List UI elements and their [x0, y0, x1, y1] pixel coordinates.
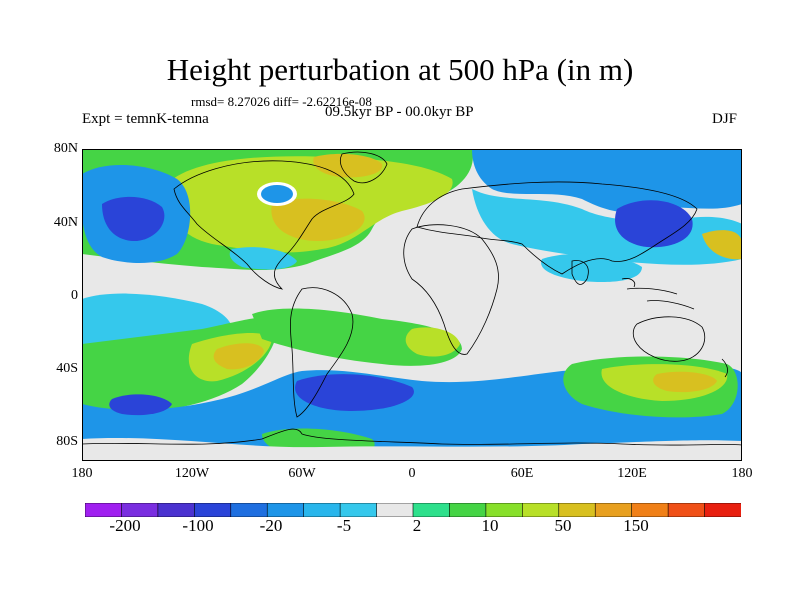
east-asia-blue-low [615, 200, 693, 248]
lon-label-180w: 180 [71, 466, 93, 481]
colorbar-label-50: 50 [554, 516, 572, 535]
south-indian-gold [653, 371, 717, 393]
eurasia-cyan-edge [472, 189, 742, 265]
colorbar-swatch [594, 503, 633, 517]
colorbar-swatch [376, 503, 414, 517]
colorbar-swatch [631, 503, 669, 517]
west-pacific-gold [702, 230, 742, 260]
lon-label-120e: 120E [617, 466, 647, 481]
period-text: 09.5kyr BP - 00.0kyr BP [325, 104, 474, 120]
colorbar-swatch [230, 503, 269, 517]
south-atlantic-yellowgreen [405, 327, 460, 357]
colorbar-swatch [667, 503, 706, 517]
pacific-blue-low [102, 196, 165, 242]
colorbar-swatch [303, 503, 341, 517]
lat-label-80n: 80N [53, 141, 78, 156]
rmsd-text: rmsd= 8.27026 diff= -2.62216e-08 [191, 94, 372, 109]
colorbar-label-neg200: -200 [109, 516, 141, 535]
lat-label-40n: 40N [53, 215, 78, 230]
experiment-label: Expt = temnK-temna [82, 111, 209, 127]
colorbar-label-neg100: -100 [182, 516, 214, 535]
colorbar-label-150: 150 [623, 516, 649, 535]
colorbar-swatch [339, 503, 378, 517]
south-pacific-gold [213, 343, 264, 370]
colorbar-swatch [522, 503, 560, 517]
nh-gold-blob-atlantic [271, 198, 365, 242]
coastlines [82, 151, 742, 446]
colorbar [85, 503, 741, 517]
indian-ocean-cyan [541, 253, 642, 283]
colorbar-swatch [194, 503, 232, 517]
hudson-sky-center [261, 185, 293, 203]
lat-label-80s: 80S [56, 434, 78, 449]
colorbar-swatch [449, 503, 487, 517]
plot-title: Height perturbation at 500 hPa (in m) [166, 52, 634, 87]
colorbar-label-neg5: -5 [336, 516, 352, 535]
colorbar-label-neg20: -20 [259, 516, 283, 535]
lon-label-180e: 180 [731, 466, 753, 481]
colorbar-swatch [485, 503, 524, 517]
colorbar-swatch [157, 503, 196, 517]
lat-label-40s: 40S [56, 361, 78, 376]
lat-label-0: 0 [71, 288, 78, 303]
colorbar-swatch [412, 503, 451, 517]
colorbar-swatch [266, 503, 305, 517]
colorbar-swatch [121, 503, 159, 517]
colorbar-swatch [558, 503, 597, 517]
lon-label-0: 0 [408, 466, 416, 481]
lon-label-120w: 120W [174, 466, 210, 481]
season-label: DJF [712, 111, 738, 127]
antarctic-neutral-strip [82, 437, 742, 461]
colorbar-label-2: 2 [412, 516, 422, 535]
south-atlantic-green [252, 308, 462, 366]
height-perturbation-map [82, 149, 742, 461]
lon-label-60w: 60W [288, 466, 316, 481]
nh-gold-blob-north [313, 153, 383, 178]
colorbar-swatch [704, 503, 741, 517]
lon-label-60e: 60E [510, 466, 534, 481]
south-pacific-blue-low [109, 394, 172, 416]
south-atlantic-blue-low [295, 374, 414, 411]
colorbar-swatch [85, 503, 123, 517]
map-frame [82, 149, 742, 461]
colorbar-label-10: 10 [481, 516, 499, 535]
